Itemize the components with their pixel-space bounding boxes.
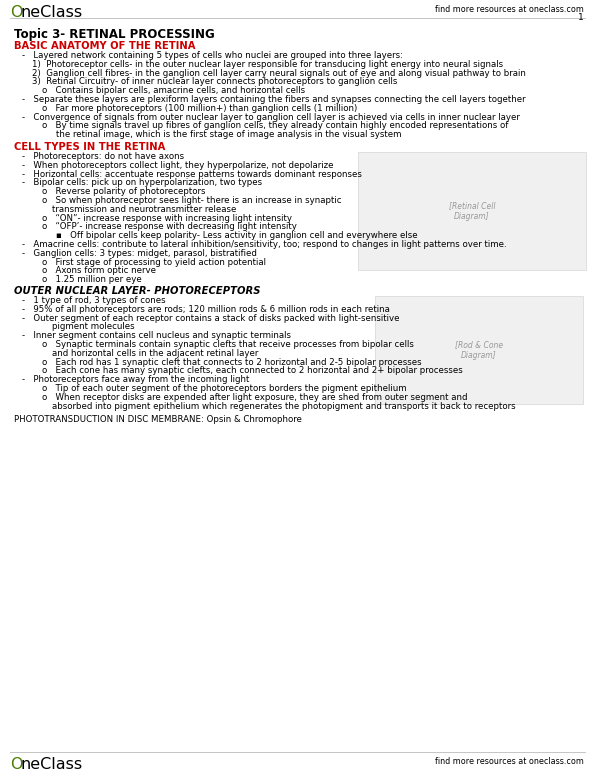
Text: -   95% of all photoreceptors are rods; 120 million rods & 6 million rods in eac: - 95% of all photoreceptors are rods; 12… xyxy=(22,305,390,314)
Text: [Retinal Cell
Diagram]: [Retinal Cell Diagram] xyxy=(449,201,495,221)
Text: -   Layered network containing 5 types of cells who nuclei are grouped into thre: - Layered network containing 5 types of … xyxy=(22,51,403,60)
Text: o   Tip of each outer segment of the photoreceptors borders the pigment epitheli: o Tip of each outer segment of the photo… xyxy=(42,384,406,393)
Text: 3)  Retinal Circuitry- of inner nuclear layer connects photoreceptors to ganglio: 3) Retinal Circuitry- of inner nuclear l… xyxy=(32,78,397,86)
Bar xyxy=(358,152,586,270)
Bar xyxy=(375,296,583,404)
Text: o   1.25 million per eye: o 1.25 million per eye xyxy=(42,275,142,284)
Text: -   Separate these layers are plexiform layers containing the fibers and synapse: - Separate these layers are plexiform la… xyxy=(22,95,525,104)
Text: ▪   Off bipolar cells keep polarity- Less activity in ganglion cell and everywhe: ▪ Off bipolar cells keep polarity- Less … xyxy=(56,231,418,240)
Text: -   Bipolar cells: pick up on hyperpolarization, two types: - Bipolar cells: pick up on hyperpolariz… xyxy=(22,179,262,187)
Text: 2)  Ganglion cell fibres- in the ganglion cell layer carry neural signals out of: 2) Ganglion cell fibres- in the ganglion… xyxy=(32,69,526,78)
Text: o   Synaptic terminals contain synaptic clefts that receive processes from bipol: o Synaptic terminals contain synaptic cl… xyxy=(42,340,414,349)
Text: -   Photoreceptors: do not have axons: - Photoreceptors: do not have axons xyxy=(22,152,184,161)
Text: o   “OFP’- increase response with decreasing light intensity: o “OFP’- increase response with decreasi… xyxy=(42,223,297,232)
Text: PHOTOTRANSDUCTION IN DISC MEMBRANE: Opsin & Chromophore: PHOTOTRANSDUCTION IN DISC MEMBRANE: Opsi… xyxy=(14,415,302,424)
Text: Topic 3- RETINAL PROCESSING: Topic 3- RETINAL PROCESSING xyxy=(14,28,215,41)
Text: 1: 1 xyxy=(578,13,584,22)
Text: find more resources at oneclass.com: find more resources at oneclass.com xyxy=(435,5,584,14)
Text: O: O xyxy=(10,757,23,770)
Text: the retinal image, which is the first stage of image analysis in the visual syst: the retinal image, which is the first st… xyxy=(56,130,402,139)
Text: -   When photoreceptors collect light, they hyperpolarize, not depolarize: - When photoreceptors collect light, the… xyxy=(22,161,334,170)
Text: o   When receptor disks are expended after light exposure, they are shed from ou: o When receptor disks are expended after… xyxy=(42,393,468,402)
Text: O: O xyxy=(10,5,23,20)
Text: find more resources at oneclass.com: find more resources at oneclass.com xyxy=(435,757,584,766)
Text: 1)  Photoreceptor cells- in the outer nuclear layer responsible for transducing : 1) Photoreceptor cells- in the outer nuc… xyxy=(32,60,503,69)
Text: -   Photoreceptors face away from the incoming light: - Photoreceptors face away from the inco… xyxy=(22,375,249,384)
Text: neClass: neClass xyxy=(20,5,82,20)
Text: BASIC ANATOMY OF THE RETINA: BASIC ANATOMY OF THE RETINA xyxy=(14,41,196,51)
Text: -   1 type of rod, 3 types of cones: - 1 type of rod, 3 types of cones xyxy=(22,296,165,305)
Text: transmission and neurotransmitter release: transmission and neurotransmitter releas… xyxy=(52,205,236,214)
Text: [Rod & Cone
Diagram]: [Rod & Cone Diagram] xyxy=(455,340,503,360)
Text: CELL TYPES IN THE RETINA: CELL TYPES IN THE RETINA xyxy=(14,142,165,152)
Text: absorbed into pigment epithelium which regenerates the photopigment and transpor: absorbed into pigment epithelium which r… xyxy=(52,402,516,410)
Text: o   Contains bipolar cells, amacrine cells, and horizontal cells: o Contains bipolar cells, amacrine cells… xyxy=(42,86,305,95)
Text: and horizontal cells in the adjacent retinal layer: and horizontal cells in the adjacent ret… xyxy=(52,349,258,358)
Text: o   By time signals travel up fibres of ganglion cells, they already contain hig: o By time signals travel up fibres of ga… xyxy=(42,122,508,130)
Text: o   So when photoreceptor sees light- there is an increase in synaptic: o So when photoreceptor sees light- ther… xyxy=(42,196,342,205)
Text: -   Ganglion cells: 3 types: midget, parasol, bistratified: - Ganglion cells: 3 types: midget, paras… xyxy=(22,249,257,258)
Text: o   Reverse polarity of photoreceptors: o Reverse polarity of photoreceptors xyxy=(42,187,205,196)
Text: neClass: neClass xyxy=(20,757,82,770)
Text: o   “ON”- increase response with increasing light intensity: o “ON”- increase response with increasin… xyxy=(42,213,292,223)
Text: o   Each cone has many synaptic clefts, each connected to 2 horizontal and 2+ bi: o Each cone has many synaptic clefts, ea… xyxy=(42,367,463,376)
Text: -   Horizontal cells: accentuate response patterns towards dominant responses: - Horizontal cells: accentuate response … xyxy=(22,169,362,179)
Text: -   Outer segment of each receptor contains a stack of disks packed with light-s: - Outer segment of each receptor contain… xyxy=(22,313,399,323)
Text: pigment molecules: pigment molecules xyxy=(52,323,134,331)
Text: OUTER NUCLEAR LAYER- PHOTORECEPTORS: OUTER NUCLEAR LAYER- PHOTORECEPTORS xyxy=(14,286,261,296)
Text: o   Axons form optic nerve: o Axons form optic nerve xyxy=(42,266,156,276)
Text: o   Each rod has 1 synaptic cleft that connects to 2 horizontal and 2-5 bipolar : o Each rod has 1 synaptic cleft that con… xyxy=(42,357,422,367)
Text: o   Far more photoreceptors (100 million+) than ganglion cells (1 million): o Far more photoreceptors (100 million+)… xyxy=(42,104,357,112)
Text: -   Inner segment contains cell nucleus and synaptic terminals: - Inner segment contains cell nucleus an… xyxy=(22,331,291,340)
Text: -   Amacrine cells: contribute to lateral inhibition/sensitivity, too; respond t: - Amacrine cells: contribute to lateral … xyxy=(22,240,506,249)
Text: -   Convergence of signals from outer nuclear layer to ganglion cell layer is ac: - Convergence of signals from outer nucl… xyxy=(22,112,520,122)
Text: o   First stage of processing to yield action potential: o First stage of processing to yield act… xyxy=(42,258,266,266)
